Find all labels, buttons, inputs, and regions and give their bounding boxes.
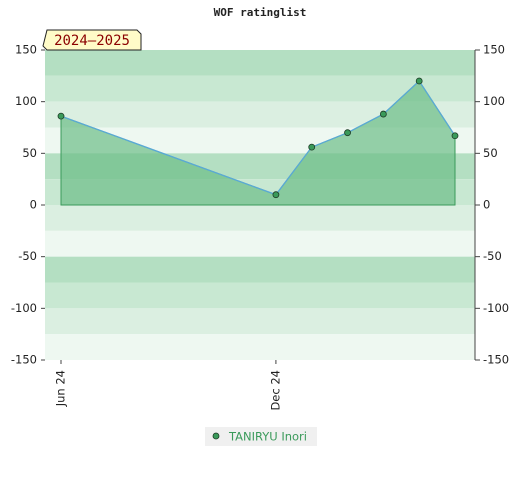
band [45,205,475,231]
band [45,282,475,309]
band [45,50,475,76]
legend-box [205,427,317,446]
y-tick-label: -150 [11,353,37,367]
y-tick-label: -50 [18,249,37,263]
band [45,308,475,335]
y2-tick-label: -50 [483,249,502,263]
band [45,230,475,257]
y-tick-label: 0 [30,198,37,212]
x-tick-label: Jun 24 [54,370,68,407]
point [308,143,316,151]
y2-tick-label: -100 [483,301,509,315]
badge-box [42,29,142,51]
y-tick-label: 100 [15,94,37,108]
y2-tick-label: 150 [483,43,505,57]
chart-title: WOF ratinglist [214,6,307,19]
badge-text: 2024–2025 [54,33,130,49]
y-tick-label: 50 [22,146,37,160]
y2-tick-label: 100 [483,94,505,108]
y2-tick-label: 50 [483,146,498,160]
x-tick-label: Dec 24 [268,370,282,411]
band [45,334,475,360]
y2-tick-label: -150 [483,353,509,367]
point [379,110,387,118]
y2-tick-label: 0 [483,198,490,212]
point [451,132,459,140]
y-tick-label: 150 [15,43,37,57]
point [272,191,280,199]
y-tick-label: -100 [11,301,37,315]
point [344,129,351,137]
legend-label: TANIRYU Inori [228,430,307,444]
point [57,112,65,120]
legend-marker [212,432,220,440]
point [415,77,423,85]
band [45,256,475,283]
